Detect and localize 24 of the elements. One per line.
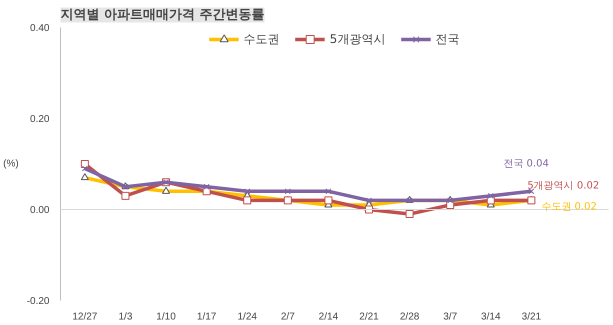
x-tick-label: 12/27 bbox=[72, 312, 98, 322]
annotation: 수도권 0.02 bbox=[541, 201, 597, 212]
annotation: 5개광역시 0.02 bbox=[527, 180, 600, 192]
x-tick-label: 3/14 bbox=[481, 312, 501, 322]
chart-title: 지역별 아파트매매가격 주간변동률 bbox=[60, 8, 265, 22]
legend-label: 전국 bbox=[435, 30, 460, 48]
x-tick-label: 2/21 bbox=[359, 312, 380, 322]
x-tick-label: 3/21 bbox=[522, 312, 542, 322]
legend-label: 5개광역시 bbox=[330, 30, 386, 48]
x-tick-label: 1/10 bbox=[156, 312, 176, 322]
annotation: 전국 0.04 bbox=[503, 158, 549, 170]
y-tick-label: -0.20 bbox=[26, 296, 50, 307]
x-tick-label: 2/7 bbox=[280, 312, 296, 322]
y-tick-label: 0.00 bbox=[30, 205, 50, 216]
y-axis-title: (%) bbox=[3, 158, 19, 170]
x-tick-label: 1/3 bbox=[118, 312, 133, 322]
y-tick-label: 0.40 bbox=[30, 23, 50, 34]
x-tick-label: 1/24 bbox=[237, 312, 258, 322]
y-tick-label: 0.20 bbox=[30, 114, 50, 125]
legend-label: 수도권 bbox=[244, 30, 280, 48]
x-tick-label: 1/17 bbox=[196, 312, 217, 322]
x-tick-label: 3/7 bbox=[443, 312, 458, 322]
x-tick-label: 2/28 bbox=[400, 312, 420, 322]
x-tick-label: 2/14 bbox=[318, 312, 339, 322]
